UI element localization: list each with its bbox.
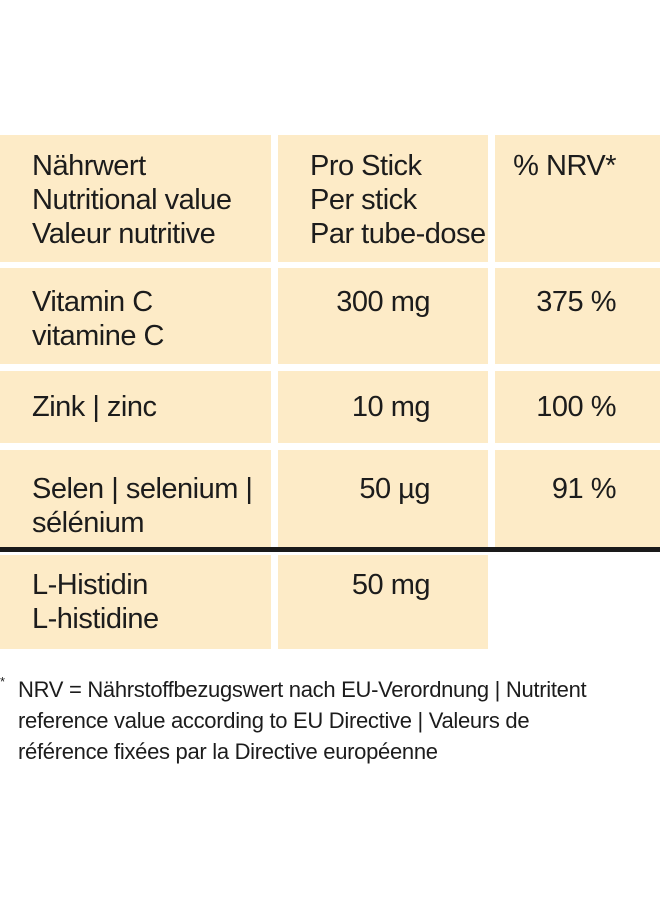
amount-value: 50 µg [359, 473, 430, 505]
nutrient-cell-zinc: Zink | zinc [0, 371, 271, 443]
nrv-cell-vitamin-c: 375 % [495, 268, 660, 364]
header-nrv-cell: % NRV* [495, 135, 660, 262]
header-nutrient-en: Nutritional value [32, 184, 232, 216]
amount-cell-histidine: 50 mg [278, 555, 488, 649]
header-per-stick-de: Pro Stick [310, 150, 422, 182]
nrv-value: 375 % [536, 286, 616, 318]
footnote: NRV = Nährstoffbezugswert nach EU-Verord… [18, 674, 658, 767]
nutrient-cell-histidine: L-Histidin L-histidine [0, 555, 271, 649]
nrv-value: 91 % [551, 473, 617, 505]
footnote-line: référence fixées par la Directive europé… [18, 739, 438, 764]
header-nrv: % NRV* [513, 150, 616, 182]
footnote-line: reference value according to EU Directiv… [18, 708, 530, 733]
footnote-marker: * [0, 674, 6, 689]
footnote-line: NRV = Nährstoffbezugswert nach EU-Verord… [18, 677, 587, 702]
header-nutrient-fr: Valeur nutritive [32, 218, 216, 250]
header-per-stick-fr: Par tube-dose [310, 218, 486, 250]
header-nutrient-cell: Nährwert Nutritional value Valeur nutrit… [0, 135, 271, 262]
header-per-stick-cell: Pro Stick Per stick Par tube-dose [278, 135, 488, 262]
amount-cell-vitamin-c: 300 mg [278, 268, 488, 364]
table-divider [0, 547, 660, 552]
header-nutrient-de: Nährwert [32, 150, 146, 182]
amount-value: 10 mg [351, 391, 431, 423]
nrv-cell-selenium: 91 % [495, 450, 660, 547]
amount-value: 300 mg [336, 286, 430, 318]
nrv-value: 100 % [536, 391, 616, 423]
nutrient-name-line: Selen | selenium | [32, 473, 253, 505]
nutrient-name-line: L-histidine [32, 603, 159, 635]
amount-value: 50 mg [351, 569, 431, 601]
nutrient-name-line: L-Histidin [32, 569, 148, 601]
header-per-stick-en: Per stick [310, 184, 417, 216]
nutrient-name-line: Zink | zinc [32, 391, 157, 423]
nutrient-cell-vitamin-c: Vitamin C vitamine C [0, 268, 271, 364]
nutrient-name-line: sélénium [32, 507, 145, 539]
nrv-cell-zinc: 100 % [495, 371, 660, 443]
nutrient-cell-selenium: Selen | selenium | sélénium [0, 450, 271, 547]
amount-cell-zinc: 10 mg [278, 371, 488, 443]
nutrient-name-line: vitamine C [32, 320, 165, 352]
amount-cell-selenium: 50 µg [278, 450, 488, 547]
nutrient-name-line: Vitamin C [32, 286, 153, 318]
